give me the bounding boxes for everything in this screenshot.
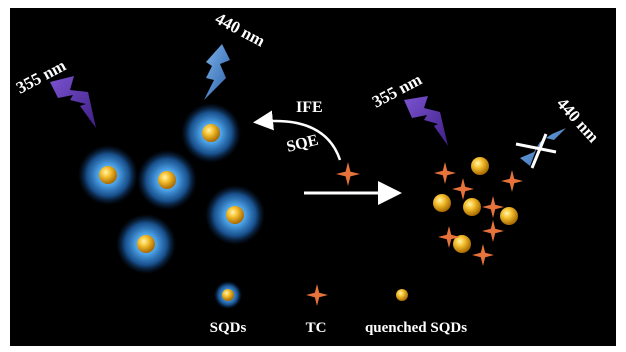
legend-sqd-icon: [214, 281, 242, 309]
uv-lightning-icon: [50, 76, 96, 128]
legend-quenched-label: quenched SQDs: [365, 320, 467, 336]
quenched-sqd-dot: [471, 157, 489, 175]
sqd-glowing-dot: [116, 214, 176, 274]
sqd-glowing-dot: [205, 185, 265, 245]
quenched-sqd-dot: [453, 235, 471, 253]
uv-lightning-icon-right: [404, 96, 448, 146]
label-ife: IFE: [296, 99, 323, 116]
blue-lightning-icon-right: [520, 128, 566, 166]
blocked-cross-icon: [515, 133, 557, 169]
quenched-sqd-dot: [463, 198, 481, 216]
quenched-sqd-dot: [500, 207, 518, 225]
sqd-cluster-fluorescent: [78, 103, 265, 274]
sqd-glowing-dot: [78, 145, 138, 205]
mechanism-curved-arrow: [253, 110, 342, 161]
blue-lightning-icon: [204, 44, 230, 100]
sqd-glowing-dot: [137, 150, 197, 210]
quenched-cluster: [433, 157, 523, 266]
legend-sqds-label: SQDs: [210, 320, 247, 336]
quenched-sqd-dot: [433, 194, 451, 212]
legend-tc-label: TC: [306, 320, 327, 336]
sqd-glowing-dot: [181, 103, 241, 163]
legend: SQDs TC quenched SQDs: [210, 281, 467, 336]
legend-quenched-icon: [396, 289, 408, 301]
